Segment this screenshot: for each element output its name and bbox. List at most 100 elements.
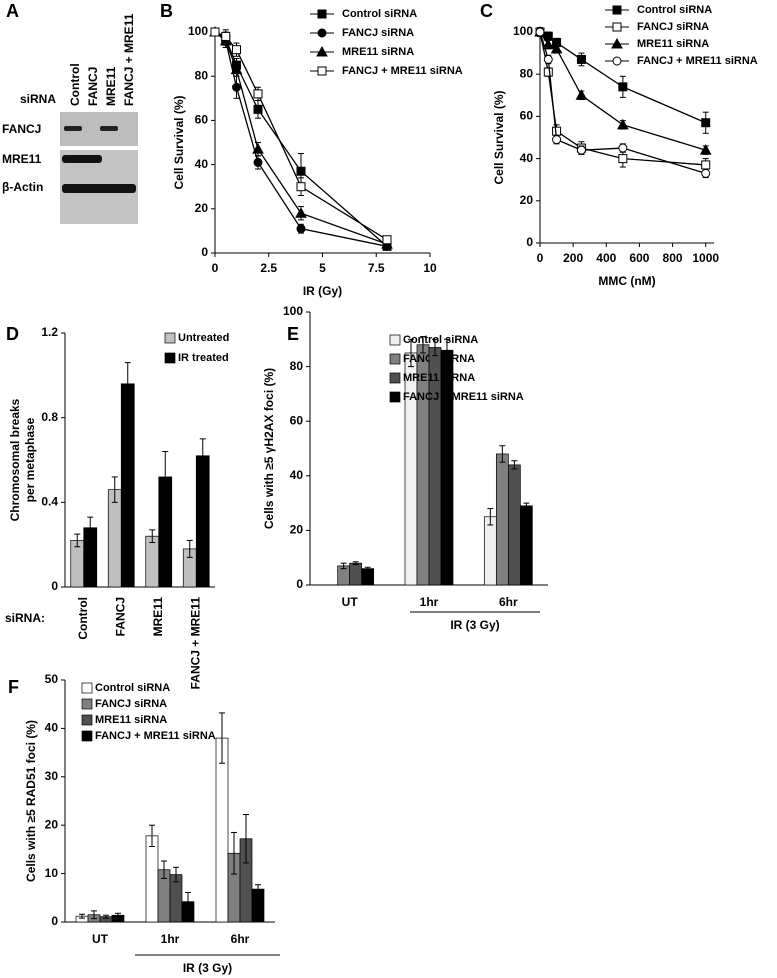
panel-letter: E: [287, 324, 299, 344]
group-label: IR (3 Gy): [450, 618, 499, 632]
error-bar: [523, 502, 530, 510]
error-bar: [185, 891, 191, 912]
x-tick-label: FANCJ + MRE11: [188, 597, 202, 690]
bar: [145, 835, 159, 923]
marker: [701, 118, 711, 128]
marker: [317, 9, 327, 19]
legend-swatch: [81, 682, 93, 694]
legend-label: Control siRNA: [342, 8, 417, 20]
error-bar: [444, 338, 450, 362]
legend-label: Control siRNA: [403, 334, 478, 346]
legend-swatch: [81, 698, 93, 710]
bar: [70, 540, 85, 588]
marker: [296, 224, 306, 234]
y-tick-label: 80: [290, 359, 304, 373]
marker: [382, 235, 392, 245]
panel-letter: A: [6, 1, 19, 21]
panel-letter: D: [6, 324, 19, 344]
lane-label: Control: [68, 63, 82, 106]
error-bar: [186, 539, 193, 558]
y-tick-label: 10: [45, 866, 59, 880]
marker: [611, 37, 623, 49]
band: [64, 126, 82, 131]
error-bar: [219, 712, 225, 764]
x-tick-label: 6hr: [499, 595, 518, 609]
y-tick-label: 30: [45, 769, 59, 783]
marker: [612, 5, 622, 15]
legend-label: FANCJ + MRE11 siRNA: [95, 730, 216, 742]
x-tick-label: UT: [342, 595, 359, 609]
error-bar: [91, 910, 97, 920]
x-tick-label: MRE11: [151, 597, 165, 637]
x-tick-label: 1hr: [420, 595, 439, 609]
x-tick-label: 2.5: [260, 261, 277, 275]
y-tick-label: 40: [290, 468, 304, 482]
legend-label: FANCJ siRNA: [95, 698, 167, 710]
chart-panel: B 0 20 40 60 80 100 Cell Survival (%) 0 2.5 5 7.5 10…: [160, 1, 463, 298]
row-label: MRE11: [2, 152, 42, 166]
marker: [701, 168, 711, 178]
y-tick-label: 0: [526, 235, 533, 249]
x-tick-label: FANCJ: [113, 597, 127, 636]
legend-label: FANCJ + MRE11 siRNA: [403, 391, 524, 403]
y-tick-label: 0: [51, 579, 58, 593]
y-tick-label: 80: [195, 68, 209, 82]
legend-swatch: [389, 334, 401, 346]
x-tick-label: 0: [212, 261, 219, 275]
bar: [251, 888, 265, 923]
y-tick-label: 20: [45, 817, 59, 831]
marker: [543, 67, 553, 77]
marker: [253, 89, 263, 99]
marker: [316, 45, 328, 57]
legend-swatch: [389, 391, 401, 403]
x-tick-label: 1000: [692, 251, 719, 265]
legend-swatch: [81, 714, 93, 726]
error-bar: [79, 913, 85, 919]
error-bar: [173, 866, 179, 883]
marker: [575, 89, 588, 100]
y-tick-label: 1.2: [41, 325, 58, 339]
x-tick-label: 0: [537, 251, 544, 265]
band: [100, 126, 118, 131]
y-tick-label: 0: [201, 245, 208, 259]
x-tick-label: 5: [319, 261, 326, 275]
group-label: IR (3 Gy): [183, 961, 232, 975]
marker: [618, 143, 628, 153]
marker: [317, 28, 327, 38]
error-bar: [161, 860, 167, 879]
marker: [232, 45, 241, 55]
error-bar: [87, 516, 94, 539]
marker: [612, 22, 622, 32]
y-tick-label: 0: [51, 914, 58, 928]
y-tick-label: 100: [513, 24, 533, 38]
marker: [221, 31, 231, 41]
marker: [210, 27, 220, 37]
x-tick-label: 10: [423, 261, 437, 275]
y-tick-label: 100: [188, 24, 208, 38]
error-bar: [432, 338, 438, 357]
chart-panel: D 0 0.4 0.8 1.2 Chromosomal breaks per metapha…: [5, 324, 229, 690]
bar: [195, 455, 210, 588]
lane-label: MRE11: [104, 66, 118, 106]
legend-label: MRE11 siRNA: [342, 46, 414, 58]
bar: [361, 568, 375, 586]
marker: [618, 154, 628, 164]
y-tick-label: 20: [195, 201, 209, 215]
marker: [576, 54, 586, 64]
y-tick-label: 50: [45, 672, 59, 686]
y-tick-label: 60: [520, 109, 534, 123]
error-bar: [352, 561, 359, 566]
y-tick-label: 20: [290, 523, 304, 537]
marker: [576, 145, 586, 155]
x-tick-label: 400: [596, 251, 616, 265]
y-axis-label: Cells with ≥5 RAD51 foci (%): [24, 720, 38, 882]
error-bar: [243, 814, 249, 864]
y-tick-label: 80: [520, 66, 534, 80]
marker: [230, 63, 243, 75]
x-tick-label: Control: [76, 597, 90, 640]
panel-letter: B: [160, 1, 173, 21]
legend-label: FANCJ + MRE11 siRNA: [342, 65, 463, 77]
marker: [317, 66, 327, 76]
legend-swatch: [81, 730, 93, 742]
y-axis-label: per metaphase: [23, 417, 37, 502]
